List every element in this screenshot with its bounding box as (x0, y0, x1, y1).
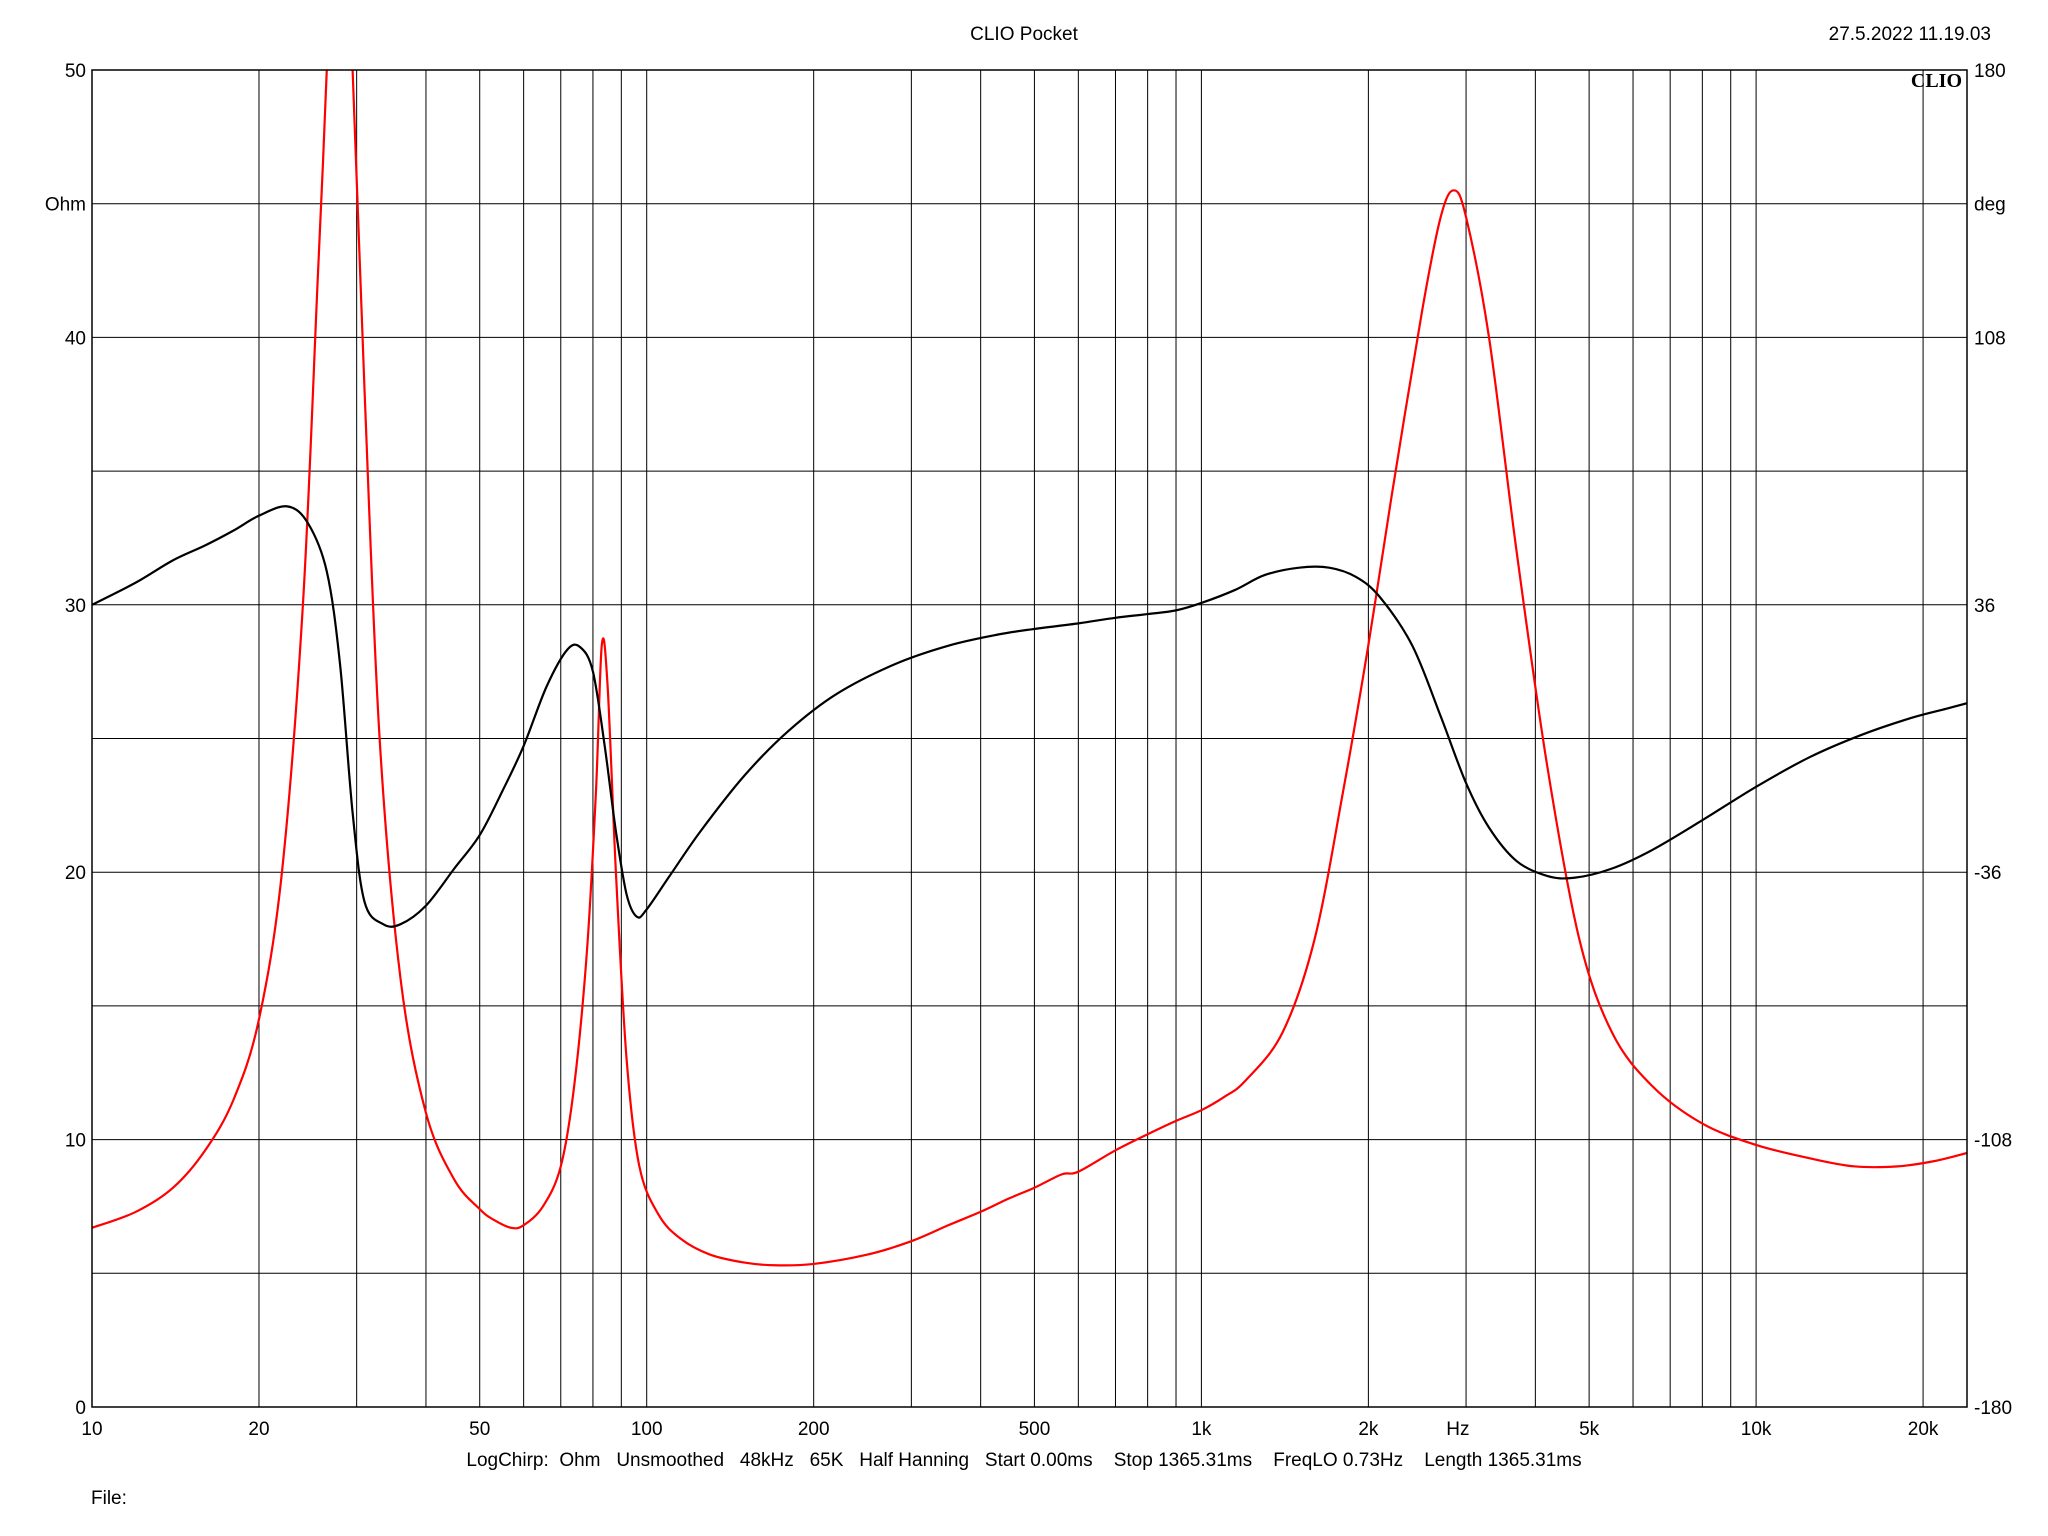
left-tick-label: 20 (65, 863, 86, 884)
left-tick-label: 0 (75, 1398, 86, 1419)
chart-title: CLIO Pocket (970, 24, 1078, 45)
series-layer (92, 70, 1967, 1267)
right-tick-label: 36 (1974, 596, 1995, 617)
right-tick-label: -36 (1974, 863, 2001, 884)
phase-series-line (92, 505, 1967, 928)
left-tick-label: 30 (65, 596, 86, 617)
x-tick-label: 20 (248, 1419, 269, 1440)
axis-labels: 10 20 50 100 200 500 1k 2k 5k 10k 20kHz01020304050… (45, 61, 2012, 1440)
right-tick-label: 180 (1974, 61, 2006, 82)
left-axis-unit: Ohm (45, 195, 86, 216)
clio-logo: CLIO (1911, 70, 1962, 92)
x-tick-label: 500 (1019, 1419, 1051, 1440)
x-tick-label: 200 (798, 1419, 830, 1440)
plot-frame (91, 69, 1968, 1408)
right-axis-unit: deg (1974, 195, 2006, 216)
x-tick-label: 2k (1358, 1419, 1379, 1440)
x-tick-label: 5k (1579, 1419, 1600, 1440)
impedance-series-line (92, 70, 1967, 1267)
x-tick-label: 10k (1741, 1419, 1772, 1440)
measurement-status-line: LogChirp: Ohm Unsmoothed 48kHz 65K Half … (466, 1450, 1582, 1471)
x-tick-label: 100 (631, 1419, 663, 1440)
x-axis-unit: Hz (1446, 1419, 1469, 1440)
right-tick-label: -108 (1974, 1131, 2012, 1152)
left-tick-label: 10 (65, 1131, 86, 1152)
x-tick-label: 20k (1908, 1419, 1939, 1440)
x-tick-label: 10 (81, 1419, 102, 1440)
right-tick-label: 108 (1974, 328, 2006, 349)
right-tick-label: -180 (1974, 1398, 2012, 1419)
left-tick-label: 50 (65, 61, 86, 82)
x-tick-label: 1k (1191, 1419, 1212, 1440)
file-label: File: (91, 1488, 127, 1509)
x-tick-label: 50 (469, 1419, 490, 1440)
left-tick-label: 40 (65, 328, 86, 349)
timestamp: 27.5.2022 11.19.03 (1828, 24, 1991, 45)
